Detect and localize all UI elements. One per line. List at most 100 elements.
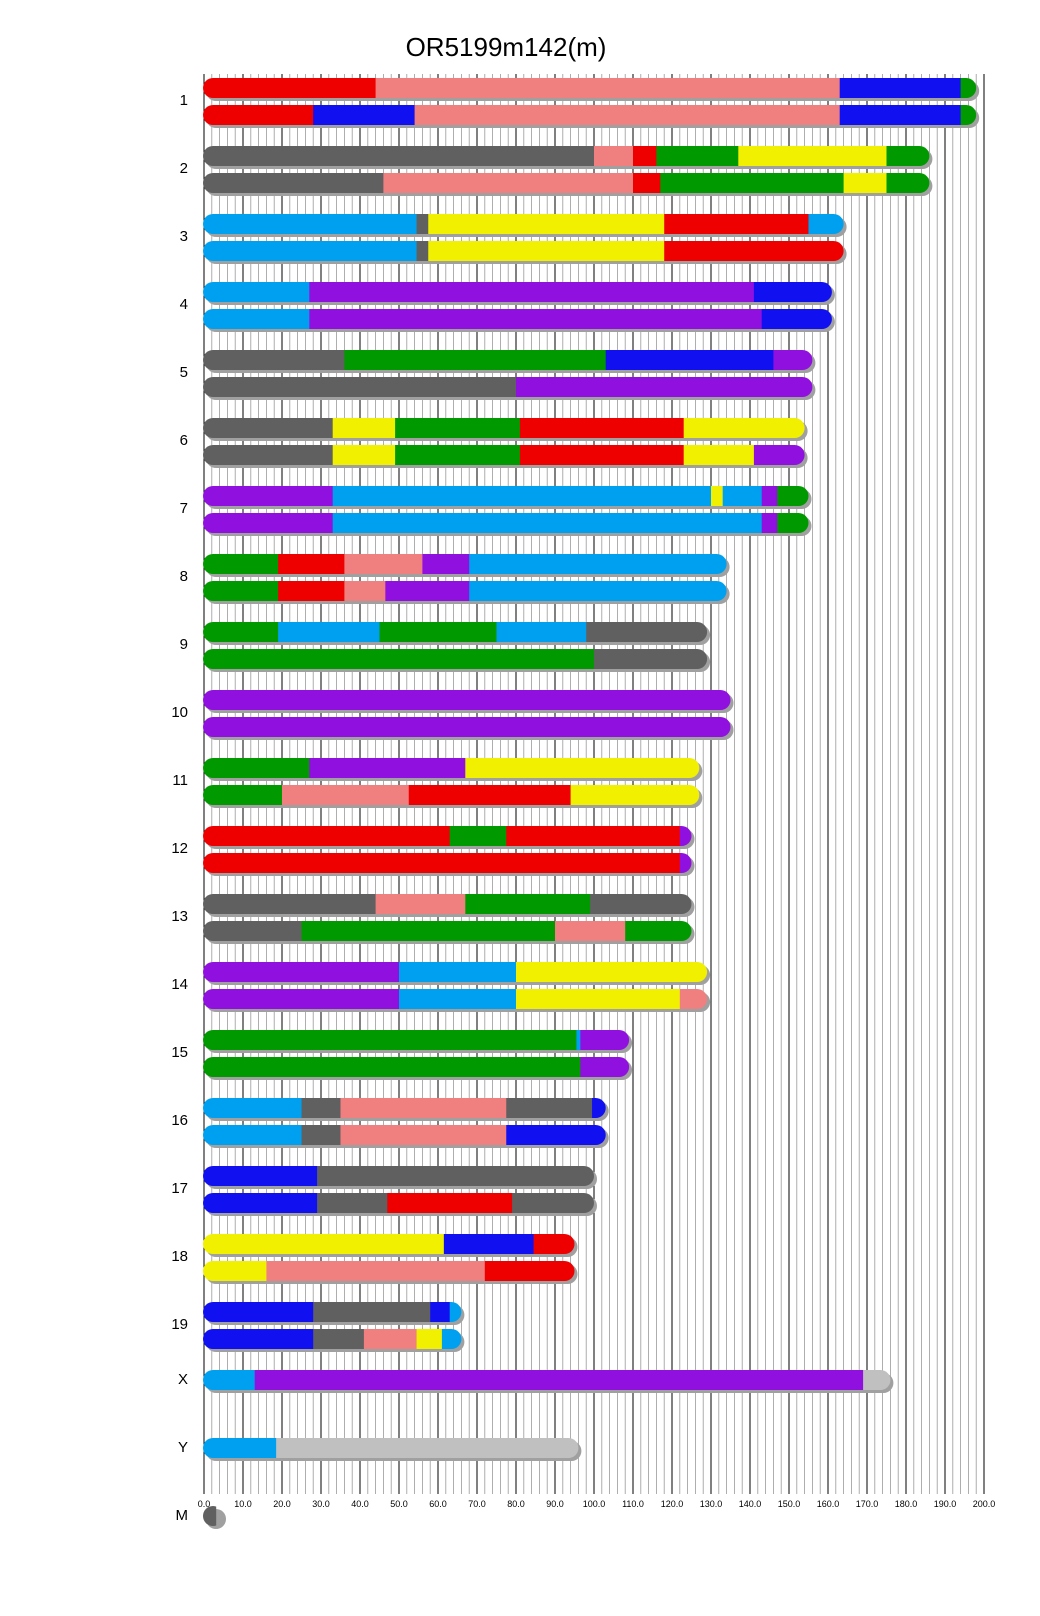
segment-yellow	[332, 445, 396, 465]
chromosome-8-haplotype-2	[203, 581, 730, 604]
chromosome-11-haplotype-2	[203, 785, 703, 808]
chromosome-16-haplotype-2	[203, 1125, 609, 1148]
chromosome-label: M	[176, 1507, 189, 1524]
chromosome-label: 6	[180, 432, 188, 449]
segment-red	[633, 146, 657, 166]
segment-blue	[506, 1125, 606, 1145]
segment-red	[519, 418, 685, 438]
chromosome-Y-haplotype-1	[203, 1438, 582, 1461]
segment-blue	[839, 78, 962, 98]
segment-purple	[385, 581, 470, 601]
segment-green	[203, 581, 279, 601]
x-tick-label: 120.0	[661, 1499, 684, 1509]
segment-cyan	[449, 1302, 462, 1322]
chromosome-label: 1	[180, 92, 188, 109]
segment-gray	[203, 418, 334, 438]
segment-cyan	[496, 622, 587, 642]
segment-yellow	[683, 445, 755, 465]
segment-red	[519, 445, 685, 465]
segment-yellow	[711, 486, 724, 506]
chromosome-16-haplotype-1	[203, 1098, 609, 1121]
segment-gray	[203, 921, 302, 941]
segment-purple	[203, 962, 400, 982]
chromosome-15-haplotype-1	[203, 1030, 633, 1053]
chromosome-18-haplotype-1	[203, 1234, 578, 1257]
chromosome-4-haplotype-1	[203, 282, 835, 305]
chromosome-label: 8	[180, 568, 188, 585]
chromosome-label: 15	[171, 1044, 188, 1061]
segment-cyan	[203, 1098, 302, 1118]
x-tick-label: 100.0	[583, 1499, 606, 1509]
segment-purple	[309, 758, 466, 778]
segment-cyan	[332, 486, 712, 506]
chromosome-label: 16	[171, 1112, 188, 1129]
chromosome-7-haplotype-2	[203, 513, 812, 536]
segment-blue	[605, 350, 774, 370]
segment-yellow	[203, 1234, 445, 1254]
segment-blue	[313, 105, 416, 125]
segment-green	[203, 554, 279, 574]
segment-pink	[555, 921, 626, 941]
segment-cyan	[469, 581, 727, 601]
chromosome-8-haplotype-1	[203, 554, 730, 577]
segment-purple	[516, 377, 813, 397]
x-tick-label: 140.0	[739, 1499, 762, 1509]
segment-gray	[203, 894, 377, 914]
segment-green	[203, 758, 310, 778]
chromosome-3-haplotype-2	[203, 241, 847, 264]
x-tick-label: 30.0	[312, 1499, 330, 1509]
segment-cyan	[399, 989, 517, 1009]
segment-gray	[203, 146, 595, 166]
chromosome-12-haplotype-1	[203, 826, 695, 849]
segment-yellow	[516, 962, 708, 982]
segment-pink	[340, 1125, 507, 1145]
segment-red	[278, 554, 345, 574]
segment-green	[449, 826, 507, 846]
segment-green	[660, 173, 845, 193]
segment-purple	[203, 717, 731, 737]
chromosome-label: 13	[171, 908, 188, 925]
segment-green	[344, 350, 607, 370]
segment-gray	[594, 649, 708, 669]
chart-title: OR5199m142(m)	[406, 32, 607, 62]
chromosome-label: Y	[178, 1439, 188, 1456]
segment-pink	[375, 78, 841, 98]
segment-gray	[512, 1193, 594, 1213]
x-tick-label: 50.0	[390, 1499, 408, 1509]
chromosome-label: 9	[180, 636, 188, 653]
segment-yellow	[465, 758, 700, 778]
segment-green	[656, 146, 739, 166]
segment-gray	[313, 1329, 365, 1349]
segment-purple	[679, 826, 692, 846]
segment-purple	[580, 1030, 630, 1050]
segment-red	[203, 105, 314, 125]
segment-purple	[309, 282, 755, 302]
segment-yellow	[843, 173, 887, 193]
chromosome-label: 4	[180, 296, 188, 313]
segment-cyan	[576, 1030, 581, 1050]
segment-cyan	[441, 1329, 462, 1349]
chromosome-9-haplotype-2	[203, 649, 711, 672]
chromosome-5-haplotype-2	[203, 377, 816, 400]
segment-red	[203, 826, 451, 846]
chromosome-9-haplotype-1	[203, 622, 711, 645]
segment-gray	[203, 173, 384, 193]
chromosome-label: 17	[171, 1180, 188, 1197]
chromosome-label: 5	[180, 364, 188, 381]
segment-gray	[203, 445, 334, 465]
segment-purple	[422, 554, 470, 574]
x-tick-label: 90.0	[546, 1499, 564, 1509]
segment-purple	[203, 989, 400, 1009]
chromosome-label: 18	[171, 1248, 188, 1265]
segment-purple	[679, 853, 692, 873]
x-tick-label: 70.0	[468, 1499, 486, 1509]
segment-green	[465, 894, 591, 914]
segment-purple	[254, 1370, 864, 1390]
chromosome-label: 19	[171, 1316, 188, 1333]
segment-gray	[301, 1098, 341, 1118]
segment-purple	[761, 513, 778, 533]
segment-green	[301, 921, 556, 941]
chromosome-4-haplotype-2	[203, 309, 835, 332]
chromosome-label: 7	[180, 500, 188, 517]
